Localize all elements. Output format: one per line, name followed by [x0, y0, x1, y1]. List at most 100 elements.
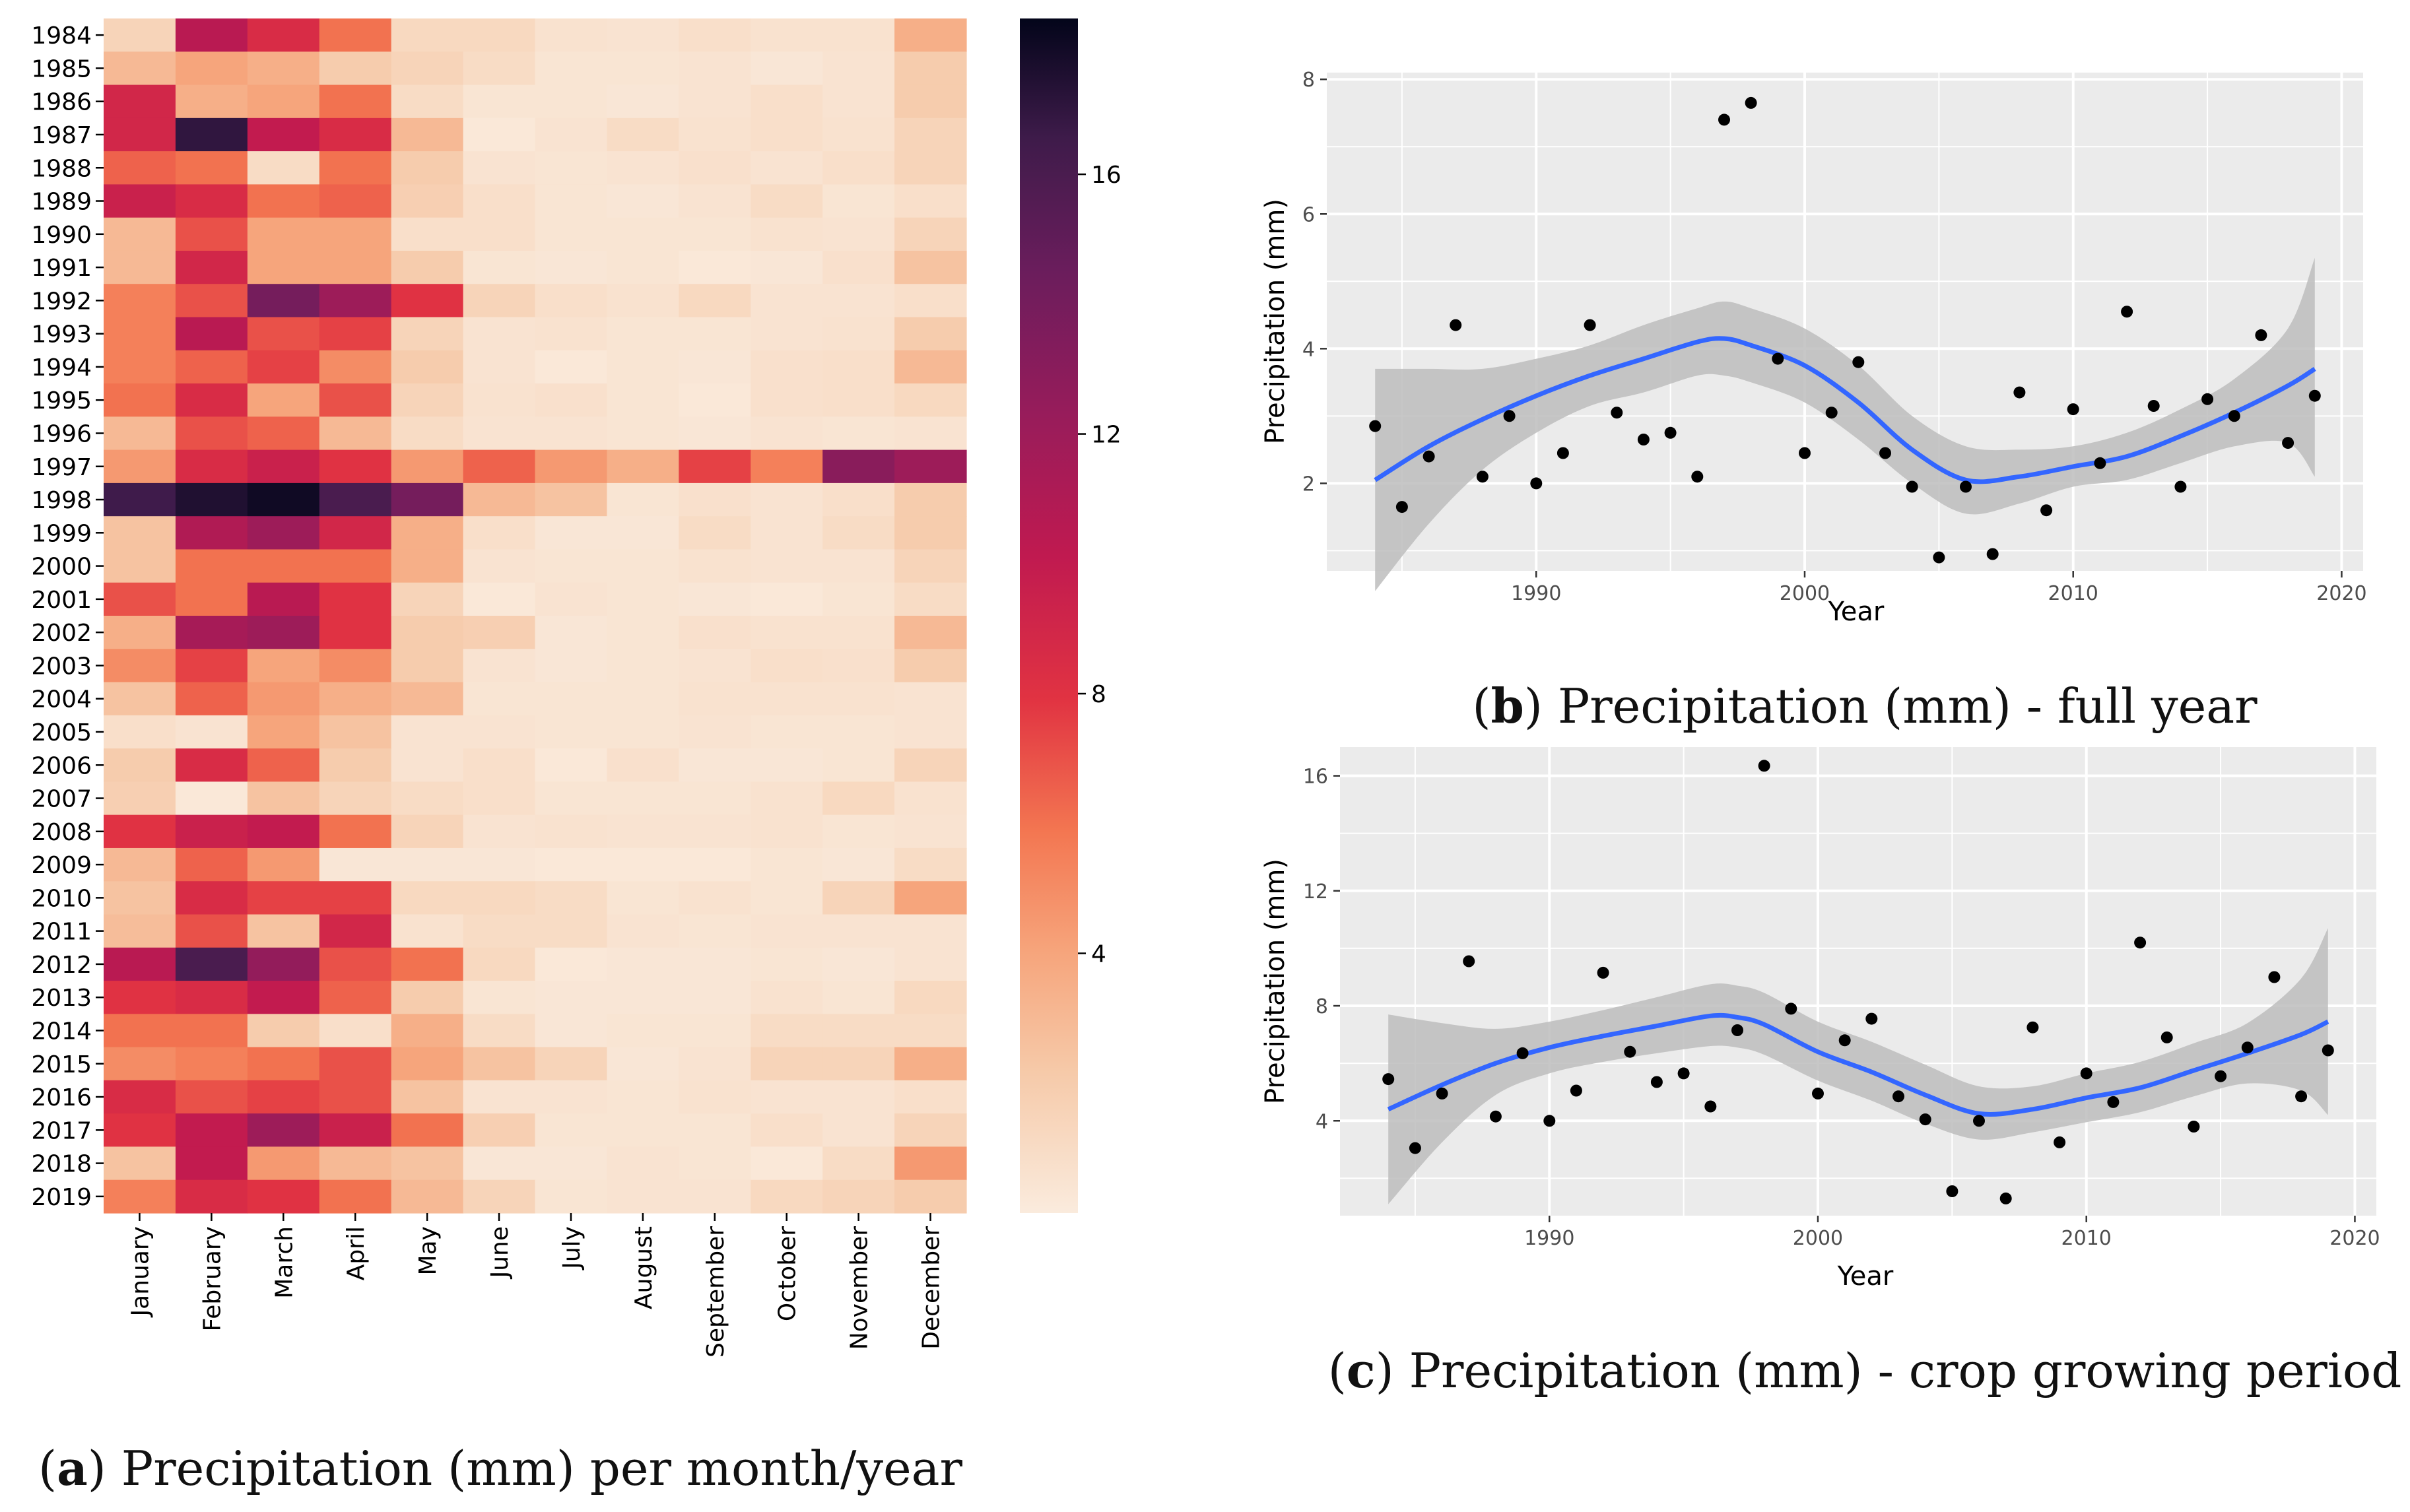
gridlines [1327, 73, 2363, 571]
y-axis-label: Precipitation (mm) [1260, 859, 1290, 1104]
heatmap-cell [751, 250, 823, 284]
data-point [1745, 96, 1757, 109]
heatmap-cell [463, 616, 536, 649]
data-point [2107, 1096, 2120, 1108]
heatmap-cell [247, 117, 320, 152]
heatmap-cell [391, 184, 464, 218]
heatmap-cell [894, 1047, 967, 1081]
heatmap-cell [319, 616, 392, 649]
heatmap-cell [391, 51, 464, 86]
heatmap-cell [751, 1179, 823, 1214]
data-point [2067, 403, 2079, 416]
data-point [1624, 1045, 1636, 1058]
year-label: 2011 [31, 919, 92, 946]
heatmap-cell [104, 616, 176, 649]
year-label: 1991 [31, 255, 92, 282]
heatmap-cell [175, 914, 248, 948]
heatmap-cell [175, 1179, 248, 1214]
heatmap-cell [104, 250, 176, 284]
heatmap-cell [104, 682, 176, 716]
heatmap-cell [751, 814, 823, 849]
heatmap-cell [822, 682, 895, 716]
heatmap-cell [751, 748, 823, 782]
y-axis-ticks: 2 4 6 8 [1302, 69, 1327, 496]
heatmap-cell [751, 881, 823, 915]
data-point [1382, 1073, 1395, 1086]
heatmap-cells [104, 18, 967, 1214]
heatmap-cell [751, 482, 823, 517]
heatmap-cell [822, 1179, 895, 1214]
heatmap-cell [679, 449, 751, 484]
heatmap-cell [894, 416, 967, 451]
heatmap-cell [175, 814, 248, 849]
heatmap-cell [391, 117, 464, 152]
heatmap-cell [894, 947, 967, 981]
heatmap-cell [822, 184, 895, 218]
heatmap-cell [822, 1146, 895, 1181]
heatmap-cell [175, 715, 248, 749]
heatmap-cell [894, 184, 967, 218]
heatmap-cell [463, 781, 536, 816]
data-point [1758, 760, 1770, 772]
heatmap-cell [607, 582, 679, 616]
heatmap-cell [247, 1113, 320, 1148]
heatmap-cell [104, 151, 176, 185]
heatmap-cell [751, 582, 823, 616]
heatmap-cell [247, 748, 320, 782]
data-point [1637, 434, 1650, 445]
heatmap-cell [247, 947, 320, 981]
heatmap-cell [319, 947, 392, 981]
month-label: March [271, 1226, 298, 1299]
heatmap-cell [535, 18, 608, 52]
heatmap-cell [104, 184, 176, 218]
heatmap-cell [463, 1113, 536, 1148]
heatmap-cell [319, 217, 392, 251]
data-point [1664, 426, 1677, 439]
colorbar-gradient [1020, 18, 1078, 1213]
heatmap-cell [463, 682, 536, 716]
heatmap-cell [679, 748, 751, 782]
heatmap-cell [607, 184, 679, 218]
heatmap-cell [822, 649, 895, 683]
heatmap-cell [247, 84, 320, 119]
heatmap-cell [463, 84, 536, 119]
heatmap-cell [751, 1047, 823, 1081]
heatmap-cell [751, 649, 823, 683]
data-point [1933, 551, 1945, 564]
heatmap-cell [391, 1014, 464, 1048]
heatmap-cell [247, 847, 320, 882]
heatmap-cell [391, 1179, 464, 1214]
year-label: 2007 [31, 786, 92, 813]
heatmap-cell [319, 383, 392, 417]
heatmap-cell [894, 1179, 967, 1214]
heatmap-cell [463, 482, 536, 517]
data-points [1369, 96, 2321, 564]
heatmap-cell [463, 649, 536, 683]
heatmap-cell [463, 51, 536, 86]
heatmap-cell [104, 981, 176, 1014]
heatmap-cell [894, 1014, 967, 1048]
data-point [1409, 1142, 1421, 1154]
heatmap-cell [751, 416, 823, 451]
heatmap-cell [104, 51, 176, 86]
y-tick-label: 6 [1302, 203, 1315, 226]
heatmap-cell [751, 516, 823, 550]
year-label: 2010 [31, 885, 92, 912]
heatmap-cell [822, 1113, 895, 1148]
heatmap-cell [535, 781, 608, 816]
heatmap-cell [319, 781, 392, 816]
x-axis-ticks: 1990 2000 2010 2020 [1524, 1216, 2380, 1250]
data-point [2160, 1031, 2173, 1043]
heatmap-cell [679, 317, 751, 351]
heatmap-cell [607, 1014, 679, 1048]
heatmap-cell [535, 250, 608, 284]
heatmap-cell [247, 51, 320, 86]
heatmap-cell [247, 284, 320, 318]
heatmap-cell [822, 151, 895, 185]
heatmap-cell [751, 51, 823, 86]
heatmap-cell [607, 383, 679, 417]
heatmap-cell [247, 1047, 320, 1081]
year-label: 1994 [31, 354, 92, 381]
heatmap-cell [679, 1047, 751, 1081]
month-label: December [918, 1226, 945, 1350]
